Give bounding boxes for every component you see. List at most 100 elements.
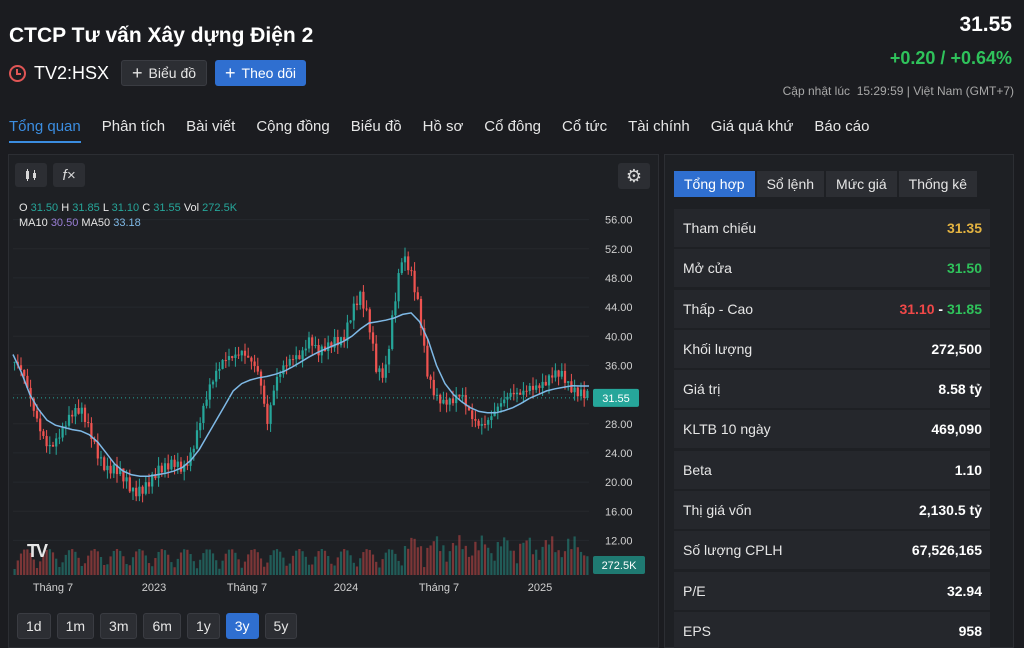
volume-bar [279,551,282,575]
candle-body [387,348,391,365]
range-1m[interactable]: 1m [56,613,95,639]
tab-reports[interactable]: Báo cáo [814,118,870,135]
range-1y[interactable]: 1y [186,613,220,639]
x-tick-label: 2025 [528,582,552,594]
volume-bar [138,549,141,575]
range-6m[interactable]: 6m [143,613,181,639]
volume-bar [461,549,464,575]
candle-body [435,394,439,396]
range-1d[interactable]: 1d [17,613,51,639]
row-label: EPS [683,622,712,639]
volume-bar [352,562,355,575]
range-3y[interactable]: 3y [225,613,259,639]
candle-body [477,420,480,426]
tab-price-levels[interactable]: Mức giá [826,171,897,197]
row-reference: Tham chiếu 31.35 [674,209,990,247]
x-tick-label: Tháng 7 [419,582,459,594]
tab-dividends[interactable]: Cổ tức [562,118,608,135]
tradingview-logo[interactable]: TV [27,541,48,561]
chart-settings-button[interactable]: ⚙ [618,163,650,189]
volume-bar [231,549,234,575]
tab-overview[interactable]: Tổng quan [9,118,81,143]
volume-bar [410,537,413,575]
candle-body [51,444,55,447]
candle-body [19,365,23,370]
volume-bar [573,536,576,575]
candle-body [400,262,403,274]
row-label: Giá trị [683,381,721,398]
candle-body [544,381,547,386]
tab-chart[interactable]: Biểu đồ [350,118,402,135]
volume-bar [131,557,135,575]
volume-bar [416,547,419,575]
row-value: 958 [958,622,982,639]
tab-profile[interactable]: Hồ sơ [422,118,464,135]
volume-bar [45,549,48,575]
volume-bar [135,551,138,575]
tab-shareholders[interactable]: Cổ đông [484,118,542,135]
range-3m[interactable]: 3m [100,613,138,639]
candle-body [426,345,429,377]
candle-body [493,411,496,417]
tab-articles[interactable]: Bài viết [186,118,236,135]
volume-bar [375,561,378,575]
volume-bar [19,553,23,575]
candle-body [333,337,336,348]
volume-bar [115,549,119,575]
candle-body [263,385,266,404]
row-value-traded: Giá trị 8.58 tỷ [674,370,990,409]
volume-bar [173,567,176,575]
last-volume-tag-bg [593,556,645,574]
volume-bar [541,546,544,575]
volume-bar [570,549,573,575]
candle-body [186,464,189,466]
tab-orderbook[interactable]: Sổ lệnh [756,171,825,197]
price-chart[interactable]: 56.0052.0048.0044.0040.0036.0032.0028.00… [9,155,660,600]
y-tick-label: 52.00 [605,244,633,256]
volume-bar [259,558,263,575]
candle-type-button[interactable] [15,163,47,187]
volume-bar [407,548,410,575]
volume-bar [202,553,205,575]
tab-history[interactable]: Giá quá khứ [710,118,794,135]
candle-body [39,418,42,432]
volume-bar [224,553,227,575]
volume-bar [157,551,160,575]
tab-financials[interactable]: Tài chính [628,118,690,135]
y-tick-label: 40.00 [605,331,633,343]
volume-bar [419,546,423,575]
candle-body [125,477,128,482]
candle-body [32,398,35,411]
range-5y[interactable]: 5y [264,613,298,639]
candle-body [250,357,253,362]
row-label: Tham chiếu [683,220,757,236]
candle-body [218,368,221,371]
volume-bar [77,557,80,575]
tab-summary[interactable]: Tổng hợp [674,171,755,197]
range-selector: 1d 1m 3m 6m 1y 3y 5y [17,613,298,639]
candle-body [503,399,506,404]
volume-bar [586,556,589,575]
x-tick-label: Tháng 7 [33,582,73,594]
candle-body [339,337,343,346]
volume-bar [99,557,103,575]
chart-button[interactable]: + Biểu đồ [121,60,208,86]
follow-button[interactable]: + Theo dõi [215,60,307,86]
tab-analysis[interactable]: Phân tích [101,118,166,135]
tab-statistics[interactable]: Thống kê [898,171,978,197]
candle-body [285,365,288,367]
volume-bar [122,556,125,575]
tab-community[interactable]: Cộng đồng [256,118,330,135]
candle-body [42,431,45,436]
row-value: 67,526,165 [911,542,982,559]
volume-bar [301,551,304,575]
volume-bar [365,549,368,575]
indicators-button[interactable]: f× [53,163,85,187]
candle-body [528,385,531,392]
candle-body [211,381,215,385]
candle-body [573,387,576,393]
volume-bar [112,550,115,575]
follow-button-label: Theo dõi [241,65,297,81]
candle-body [141,486,144,494]
candle-body [240,350,243,356]
